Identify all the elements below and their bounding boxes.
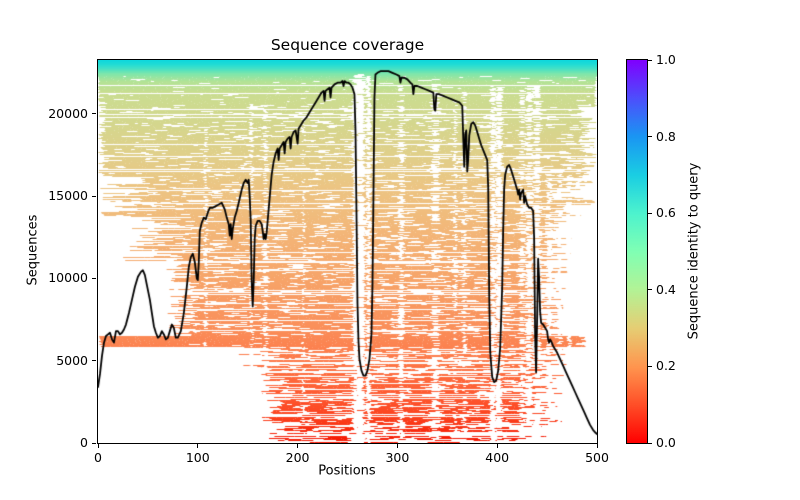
colorbar-tick-label: 0.6 — [656, 205, 676, 221]
x-tick-label: 400 — [485, 450, 510, 465]
colorbar-tick-label: 0.4 — [656, 281, 676, 297]
colorbar-tick-mark — [648, 59, 652, 61]
x-tick-label: 500 — [585, 450, 609, 465]
x-tick-label: 200 — [285, 450, 310, 465]
x-tick-mark — [596, 444, 598, 448]
colorbar-tick-label: 0.2 — [656, 358, 676, 374]
y-tick-label: 10000 — [48, 270, 88, 286]
y-tick-mark — [92, 195, 96, 197]
y-tick-label: 5000 — [56, 352, 88, 368]
y-tick-mark — [92, 442, 96, 444]
colorbar-tick-mark — [648, 212, 652, 214]
heatmap-canvas — [98, 60, 597, 443]
colorbar — [626, 59, 648, 444]
x-tick-mark — [97, 444, 99, 448]
colorbar-tick-label: 1.0 — [656, 52, 676, 67]
colorbar-tick-mark — [648, 365, 652, 367]
y-tick-label: 0 — [80, 435, 88, 450]
y-tick-mark — [92, 360, 96, 362]
x-tick-mark — [496, 444, 498, 448]
colorbar-label: Sequence identity to query — [686, 162, 702, 340]
y-tick-mark — [92, 277, 96, 279]
y-tick-label: 20000 — [48, 105, 88, 121]
x-axis-label: Positions — [318, 463, 376, 479]
x-tick-label: 100 — [185, 450, 210, 465]
plot-area — [97, 59, 598, 444]
colorbar-tick-mark — [648, 442, 652, 444]
colorbar-tick-label: 0.0 — [656, 435, 676, 450]
colorbar-tick-mark — [648, 289, 652, 291]
x-tick-mark — [197, 444, 199, 448]
y-tick-mark — [92, 113, 96, 115]
colorbar-tick-mark — [648, 136, 652, 138]
colorbar-canvas — [627, 60, 647, 443]
x-tick-label: 300 — [385, 450, 410, 465]
x-tick-label: 0 — [94, 450, 102, 465]
x-tick-mark — [396, 444, 398, 448]
colorbar-tick-label: 0.8 — [656, 128, 676, 144]
x-tick-mark — [297, 444, 299, 448]
y-tick-label: 15000 — [48, 188, 88, 204]
chart-title: Sequence coverage — [270, 36, 425, 54]
